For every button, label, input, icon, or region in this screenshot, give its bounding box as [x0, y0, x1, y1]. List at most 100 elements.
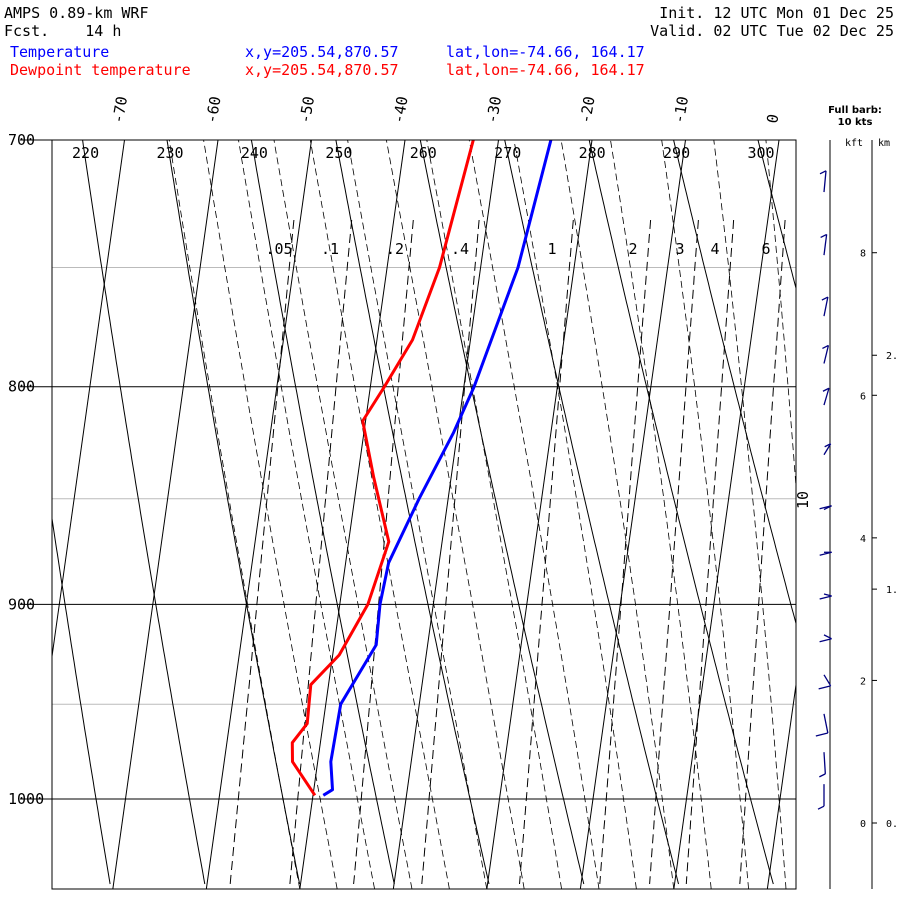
wind-barb-flag — [819, 551, 832, 556]
dry-adiabat — [0, 140, 15, 884]
theta-label: 250 — [325, 144, 352, 162]
moist-adiabat — [309, 140, 450, 889]
mixing-ratio-line — [353, 219, 414, 885]
mixing-ratio-line — [289, 219, 353, 885]
wind-barb-staff — [823, 713, 829, 734]
theta-label: 300 — [747, 144, 774, 162]
wind-barb-staff — [823, 443, 832, 456]
mixing-ratio-line — [649, 219, 699, 885]
moist-adiabat — [273, 140, 413, 889]
legend-dewpoint-latlon: lat,lon=-74.66, 164.17 — [446, 61, 645, 79]
temp-tick-label: -20 — [576, 95, 598, 125]
mixing-ratio-label: 6 — [761, 240, 770, 258]
temp-tick-label: -40 — [389, 95, 411, 125]
isotherm — [112, 140, 219, 889]
wind-barb-flag — [822, 387, 830, 392]
mixing-ratio-line — [229, 219, 295, 885]
theta-label: 260 — [410, 144, 437, 162]
kft-tick-label: 2 — [860, 676, 866, 687]
barb-legend-line1: Full barb: — [828, 105, 882, 116]
valid-time: Valid. 02 UTC Tue 02 Dec 25 — [650, 22, 894, 40]
dry-adiabat — [504, 140, 679, 885]
km-tick-label: 1. — [886, 585, 898, 596]
isotherm — [486, 140, 593, 889]
mixing-ratio-label: 4 — [710, 240, 719, 258]
dry-adiabat — [843, 140, 900, 884]
theta-label: 270 — [494, 144, 521, 162]
legend-dewpoint-xy: x,y=205.54,870.57 — [245, 61, 399, 79]
dry-adiabat — [52, 515, 111, 885]
moist-adiabat — [168, 140, 301, 889]
isotherm — [0, 140, 31, 889]
mixing-ratio-label: .2 — [386, 240, 404, 258]
model-title: AMPS 0.89-km WRF — [4, 4, 149, 22]
wind-barb-flag — [815, 732, 829, 737]
wind-barb-staff — [823, 674, 832, 687]
legend-temperature-name: Temperature — [10, 43, 110, 61]
wind-barb-staff — [823, 296, 829, 317]
wind-barb-staff — [823, 170, 827, 193]
dry-adiabat — [673, 140, 796, 626]
pressure-label-1000: 1000 — [8, 790, 44, 808]
wind-barb-flag — [822, 344, 829, 350]
wind-barb-flag — [819, 170, 827, 175]
temp-tick-label: -70 — [109, 95, 131, 125]
isotherm — [579, 140, 686, 889]
kft-tick-label: 8 — [860, 249, 866, 260]
kft-label: kft — [845, 138, 863, 149]
moist-adiabat — [661, 140, 749, 889]
isotherm — [299, 140, 406, 889]
wind-barb-staff — [823, 234, 828, 256]
legend-dewpoint-name: Dewpoint temperature — [10, 61, 191, 79]
dry-adiabat — [419, 140, 585, 885]
moist-adiabat — [385, 140, 525, 889]
moist-adiabat — [238, 140, 375, 889]
forecast-hour: Fcst. 14 h — [4, 22, 122, 40]
theta-label: 290 — [663, 144, 690, 162]
moist-adiabat — [203, 140, 338, 889]
dry-adiabat — [166, 140, 301, 885]
mixing-ratio-line — [421, 219, 480, 885]
moist-adiabat — [713, 140, 787, 889]
mixing-ratio-line — [685, 219, 735, 885]
legend-temperature-latlon: lat,lon=-74.66, 164.17 — [446, 43, 645, 61]
isotherm — [861, 140, 900, 889]
wind-barb-flag — [824, 443, 831, 448]
wind-barb-flag — [819, 505, 832, 510]
wind-barb-staff — [823, 752, 826, 774]
mixing-ratio-line — [519, 219, 574, 885]
plot-frame — [51, 139, 797, 890]
moist-adiabat — [426, 140, 562, 889]
isotherm — [392, 140, 499, 889]
moist-adiabat — [813, 86, 861, 889]
mixing-ratio-label: 2 — [628, 240, 637, 258]
dry-adiabat — [82, 140, 206, 885]
temp-tick-label: -10 — [670, 95, 692, 125]
moist-adiabat — [513, 140, 637, 889]
wind-barb-staff — [823, 345, 830, 364]
mixing-ratio-label: .4 — [451, 240, 469, 258]
moist-adiabat — [347, 140, 488, 889]
isotherm — [205, 140, 312, 889]
mixing-ratio-label: .1 — [321, 240, 339, 258]
barb-legend-line2: 10 kts — [838, 117, 873, 128]
mixing-ratio-line — [739, 219, 786, 885]
dewpoint-profile — [290, 140, 475, 797]
pressure-label-800: 800 — [8, 378, 35, 396]
kft-tick-label: 0 — [860, 819, 866, 830]
wind-speed-label: 10 — [794, 491, 812, 509]
theta-label: 280 — [579, 144, 606, 162]
temp-tick-label: -50 — [296, 95, 318, 125]
init-time: Init. 12 UTC Mon 01 Dec 25 — [659, 4, 894, 22]
dry-adiabat — [250, 140, 395, 885]
theta-label: 240 — [241, 144, 268, 162]
mixing-ratio-label: 3 — [675, 240, 684, 258]
theta-label: 220 — [72, 144, 99, 162]
profile-series — [290, 140, 553, 797]
moist-adiabat — [560, 140, 675, 889]
dry-adiabat — [757, 140, 796, 291]
wind-barb-staff — [823, 388, 830, 406]
kft-tick-label: 6 — [860, 391, 866, 402]
wind-barb-flag — [819, 638, 832, 643]
wind-barb-flag — [817, 805, 825, 810]
